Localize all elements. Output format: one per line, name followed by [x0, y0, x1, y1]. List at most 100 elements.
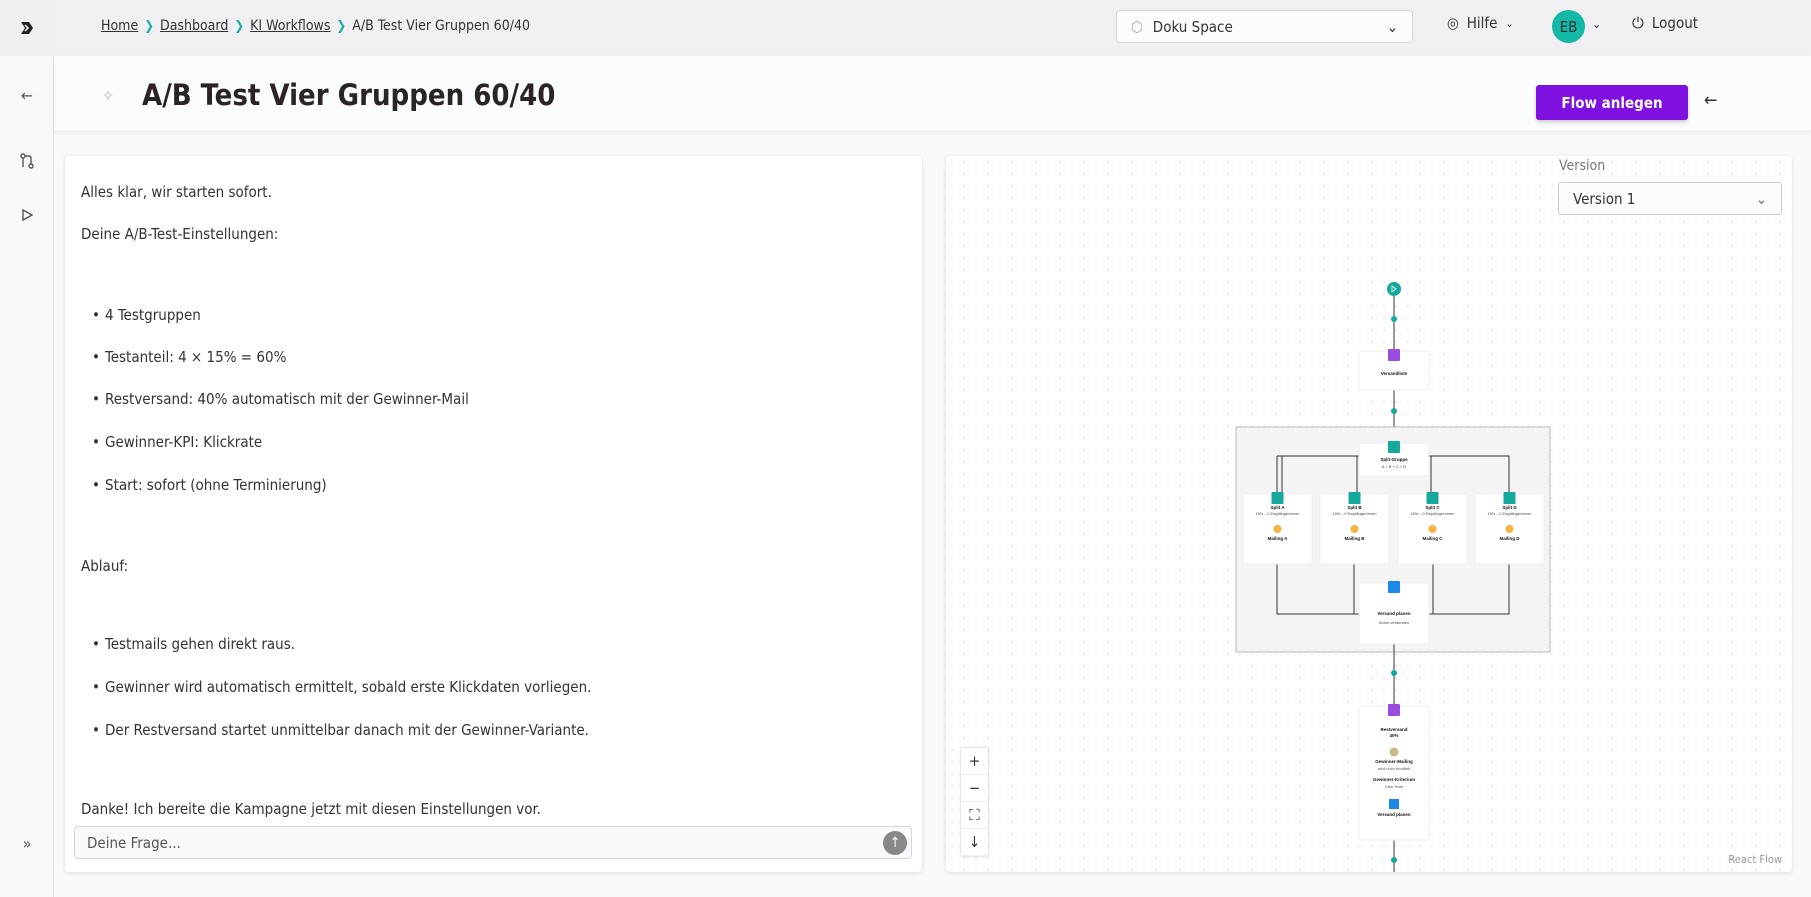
chat-panel: Alles klar, wir starten sofort. Deine A/B… — [65, 156, 922, 872]
bullet-item: 4 Testgruppen — [92, 306, 201, 324]
node-label: Restversand — [1380, 727, 1407, 732]
node-icon — [1388, 704, 1400, 716]
page-header — [54, 56, 1811, 130]
node-label: Mailing C — [1423, 536, 1444, 541]
avatar[interactable]: EB — [1552, 10, 1585, 43]
chevron-right-icon: ❯ — [336, 18, 347, 34]
breadcrumb-dashboard[interactable]: Dashboard — [160, 18, 229, 34]
node-icon — [1503, 492, 1516, 504]
mail-icon — [1505, 525, 1514, 533]
chat-message: Alles klar, wir starten sofort. — [81, 183, 272, 201]
space-name: Doku Space — [1152, 17, 1233, 36]
node-label: Mailing B — [1345, 536, 1366, 541]
react-flow-attribution[interactable]: React Flow — [1728, 853, 1782, 866]
help-label: Hilfe — [1466, 14, 1498, 32]
bullet-item: Gewinner wird automatisch ermittelt, sob… — [92, 678, 591, 696]
download-arrow-icon[interactable]: ↓ — [961, 829, 988, 856]
breadcrumb-ki-workflows[interactable]: KI Workflows — [250, 18, 331, 34]
node-label: Split D — [1502, 505, 1517, 510]
breadcrumb-current: A/B Test Vier Gruppen 60/40 — [352, 18, 530, 34]
node-label: wird noch ermittelt — [1378, 766, 1411, 771]
chat-message: Ablauf: — [81, 557, 129, 575]
chevron-down-icon: ⌄ — [1755, 189, 1767, 208]
create-flow-button[interactable]: Flow anlegen — [1536, 85, 1688, 120]
help-menu[interactable]: ◎ Hilfe ⌄ — [1447, 14, 1514, 32]
page-title: A/B Test Vier Gruppen 60/40 — [142, 78, 556, 112]
logout-button[interactable]: ⏻ Logout — [1632, 14, 1698, 32]
send-arrow-up-icon[interactable]: ↑ — [883, 831, 907, 855]
node-label: A + B + C + D — [1382, 464, 1407, 469]
sparkle-icon: ✧ — [102, 86, 115, 105]
node-icon — [1426, 492, 1439, 504]
expand-sidebar-icon[interactable]: » — [22, 833, 32, 853]
trophy-icon — [1389, 747, 1399, 757]
version-value: Version 1 — [1573, 189, 1636, 208]
start-node[interactable] — [1387, 282, 1401, 296]
versand-planen-node[interactable] — [1358, 581, 1430, 645]
restversand-node[interactable] — [1358, 704, 1430, 841]
chevron-down-icon: ⌄ — [1505, 16, 1514, 30]
chat-message: Danke! Ich bereite die Kampagne jetzt mi… — [81, 800, 541, 818]
versandliste-node[interactable] — [1358, 349, 1430, 391]
app-logo[interactable] — [0, 0, 54, 56]
mail-icon — [1273, 525, 1282, 533]
chevron-down-icon[interactable]: ⌄ — [1592, 17, 1602, 31]
split-group-node[interactable] — [1358, 441, 1430, 477]
node-label: 15% – 0 Empfänger:innen — [1333, 512, 1377, 516]
zoom-in-icon[interactable]: + — [961, 748, 988, 775]
mail-icon — [1350, 525, 1359, 533]
power-icon: ⏻ — [1632, 14, 1644, 32]
breadcrumb-home[interactable]: Home — [101, 18, 139, 34]
mail-icon — [1428, 525, 1437, 533]
question-input[interactable]: Deine Frage... ↑ — [74, 826, 912, 859]
chevron-right-icon: ❯ — [234, 18, 245, 34]
bullet-item: Testmails gehen direkt raus. — [92, 635, 295, 653]
node-label: 15% – 0 Empfänger:innen — [1256, 512, 1300, 516]
back-arrow-icon[interactable]: ← — [1704, 90, 1718, 111]
git-branch-icon[interactable] — [0, 146, 54, 176]
cube-icon: ⬡ — [1131, 17, 1143, 36]
play-icon[interactable] — [0, 200, 54, 230]
node-label: Gewinner-Kriterium — [1373, 777, 1415, 782]
bullet-item: Start: sofort (ohne Terminierung) — [92, 476, 327, 494]
fit-view-icon[interactable]: ⛶ — [961, 802, 988, 829]
sidebar: ← » — [0, 0, 54, 897]
node-label: Split C — [1425, 505, 1440, 510]
node-icon — [1388, 581, 1400, 593]
bullet-item: Restversand: 40% automatisch mit der Gew… — [92, 390, 469, 408]
back-arrow-icon[interactable]: ← — [20, 85, 34, 105]
input-placeholder: Deine Frage... — [87, 833, 181, 852]
chevron-right-icon: ❯ — [144, 18, 155, 34]
zoom-out-icon[interactable]: − — [961, 775, 988, 802]
version-label: Version — [1559, 158, 1606, 174]
node-label: Split B — [1347, 505, 1362, 510]
node-icon — [1388, 441, 1400, 453]
bullet-item: Gewinner-KPI: Klickrate — [92, 433, 262, 451]
chevron-down-icon: ⌄ — [1386, 17, 1398, 36]
node-label: Sofort versenden — [1379, 620, 1409, 625]
node-icon — [1348, 492, 1361, 504]
top-bar — [54, 0, 1811, 56]
node-label: Versand planen — [1377, 812, 1411, 817]
node-label: 15% – 0 Empfänger:innen — [1488, 512, 1532, 516]
node-label: Gewinner-Mailing — [1375, 759, 1413, 764]
space-select[interactable]: ⬡ Doku Space ⌄ — [1116, 10, 1413, 43]
node-label: Versand planen — [1377, 611, 1411, 616]
node-label: Mailing D — [1500, 536, 1521, 541]
bullet-item: Der Restversand startet unmittelbar dana… — [92, 721, 589, 739]
lifebuoy-icon: ◎ — [1447, 14, 1459, 32]
node-icon — [1388, 349, 1400, 361]
version-select[interactable]: Version 1 ⌄ — [1558, 182, 1782, 215]
node-label: Mailing A — [1268, 536, 1289, 541]
node-label: Versandliste — [1381, 371, 1408, 376]
node-label: Klick Rate — [1385, 784, 1404, 789]
send-icon — [1389, 799, 1399, 809]
zoom-controls: + − ⛶ ↓ — [961, 748, 988, 856]
node-label: Split-Gruppe — [1380, 457, 1408, 462]
chat-message: Deine A/B-Test-Einstellungen: — [81, 225, 279, 243]
logout-label: Logout — [1651, 14, 1699, 32]
breadcrumb: Home ❯ Dashboard ❯ KI Workflows ❯ A/B Test … — [101, 18, 530, 34]
flow-canvas[interactable]: Version Version 1 ⌄ Versandliste Split-Gru… — [946, 156, 1792, 872]
bullet-item: Testanteil: 4 × 15% = 60% — [92, 348, 286, 366]
node-label: 15% – 0 Empfänger:innen — [1411, 512, 1455, 516]
